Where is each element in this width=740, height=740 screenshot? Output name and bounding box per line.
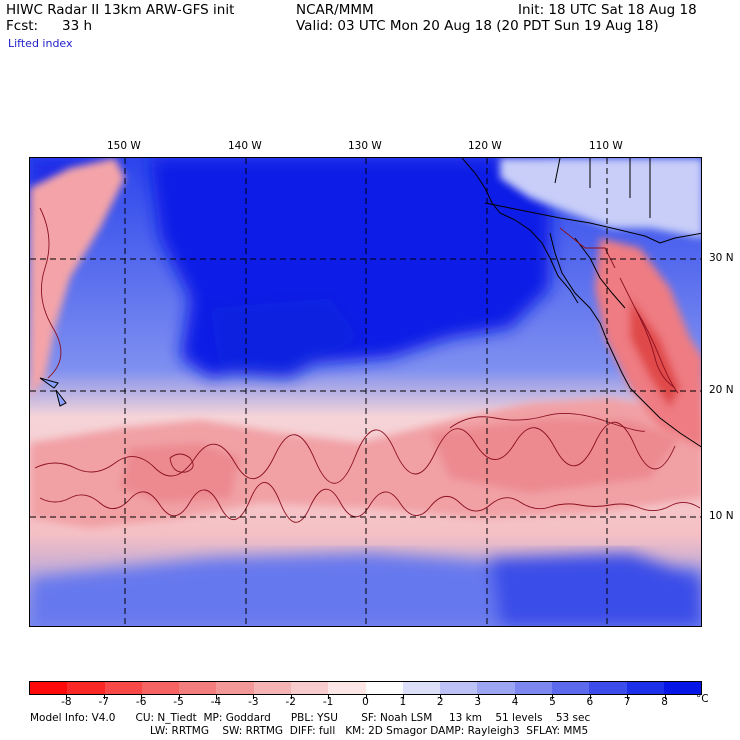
- colorbar-tick: [215, 695, 217, 699]
- colorbar-tick-label: -8: [61, 696, 72, 708]
- colorbar-tick-label: -3: [248, 696, 259, 708]
- colorbar-swatch: [30, 682, 68, 694]
- colorbar-swatch: [402, 682, 441, 694]
- colorbar-tick: [253, 695, 255, 699]
- valid-time: Valid: 03 UTC Mon 20 Aug 18 (20 PDT Sun …: [296, 18, 659, 34]
- lon-label-120w: 120 W: [468, 140, 502, 152]
- field-name: Lifted index: [8, 37, 73, 50]
- colorbar-swatch: [514, 682, 552, 694]
- colorbar-tick: [589, 695, 591, 699]
- colorbar-swatch: [104, 682, 142, 694]
- colorbar-tick-label: -4: [210, 696, 222, 708]
- org-label: NCAR/MMM: [296, 2, 374, 18]
- colorbar-tick: [440, 695, 442, 699]
- lat-label-20n: 20 N: [709, 384, 734, 396]
- colorbar-tick-label: 0: [362, 696, 369, 708]
- colorbar-tick: [328, 695, 330, 699]
- model-title: HIWC Radar II 13km ARW-GFS init: [6, 2, 235, 18]
- colorbar-tick: [290, 695, 292, 699]
- forecast-label: Fcst:: [6, 18, 39, 34]
- colorbar-swatch: [663, 682, 702, 694]
- init-time: Init: 18 UTC Sat 18 Aug 18: [518, 2, 697, 18]
- colorbar-swatch: [551, 682, 590, 694]
- colorbar-tick: [66, 695, 68, 699]
- colorbar-tick-label: 4: [511, 696, 519, 708]
- mexico-unstable-region: [595, 238, 701, 448]
- colorbar-tick-label: 2: [436, 696, 444, 708]
- colorbar-tick: [552, 695, 554, 699]
- colorbar-swatch: [589, 682, 627, 694]
- colorbar-tick: [664, 695, 666, 699]
- colorbar: [29, 681, 702, 695]
- lon-label-110w: 110 W: [589, 140, 623, 152]
- colorbar-tick-label: 8: [661, 696, 668, 708]
- colorbar-tick-label: 5: [549, 696, 556, 708]
- map-canvas: [30, 158, 701, 626]
- colorbar-swatch: [216, 682, 254, 694]
- colorbar-tick: [627, 695, 629, 699]
- lon-label-140w: 140 W: [228, 140, 262, 152]
- colorbar-swatch: [141, 682, 180, 694]
- colorbar-swatch: [328, 682, 366, 694]
- western-unstable-area: [30, 158, 125, 398]
- colorbar-tick-label: 6: [586, 696, 594, 708]
- colorbar-unit: °C: [696, 693, 709, 705]
- lifted-index-map: [29, 157, 702, 627]
- colorbar-tick-label: -6: [135, 696, 147, 708]
- contour-lines: [34, 207, 701, 523]
- colorbar-tick: [515, 695, 517, 699]
- colorbar-tick: [103, 695, 105, 699]
- colorbar-tick-label: 7: [623, 696, 631, 708]
- lat-label-10n: 10 N: [709, 510, 734, 522]
- us-land-area: [500, 158, 701, 238]
- colorbar-swatch: [626, 682, 664, 694]
- forecast-hour: 33 h: [62, 18, 93, 34]
- colorbar-tick: [402, 695, 404, 699]
- colorbar-tick-label: -7: [98, 696, 110, 708]
- colorbar-tick-label: -1: [322, 696, 334, 708]
- colorbar-swatch: [440, 682, 478, 694]
- colorbar-tick-label: 3: [474, 696, 481, 708]
- model-info-line2: LW: RRTMG SW: RRTMG DIFF: full KM: 2D Sm…: [150, 725, 589, 737]
- colorbar-swatch: [253, 682, 291, 694]
- lat-label-30n: 30 N: [709, 252, 734, 264]
- lon-label-130w: 130 W: [348, 140, 382, 152]
- colorbar-swatch: [179, 682, 217, 694]
- colorbar-tick: [178, 695, 180, 699]
- colorbar-tick-label: -5: [173, 696, 184, 708]
- colorbar-tick: [141, 695, 143, 699]
- colorbar-swatch: [477, 682, 515, 694]
- colorbar-tick: [365, 695, 367, 699]
- colorbar-swatch: [365, 682, 403, 694]
- colorbar-tick-label: -2: [285, 696, 296, 708]
- coastlines: [39, 158, 701, 448]
- colorbar-swatch: [67, 682, 105, 694]
- graticule: [30, 158, 701, 626]
- lon-label-150w: 150 W: [107, 140, 141, 152]
- model-info-line1: Model Info: V4.0 CU: N_Tiedt MP: Goddard…: [30, 712, 591, 724]
- colorbar-tick: [477, 695, 479, 699]
- colorbar-swatch: [290, 682, 329, 694]
- colorbar-tick-label: 1: [399, 696, 407, 708]
